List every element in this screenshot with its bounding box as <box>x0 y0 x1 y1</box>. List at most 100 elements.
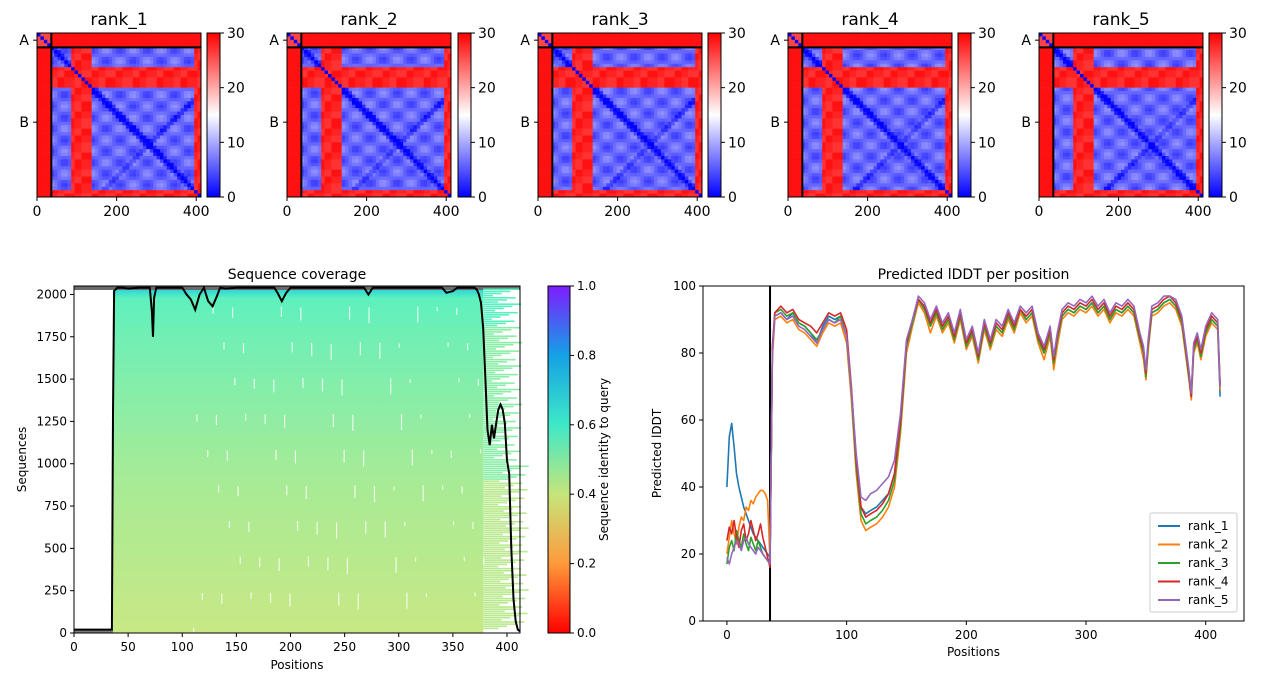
pae-cell <box>91 183 96 188</box>
pae-cell <box>187 125 192 129</box>
pae-cell <box>341 138 346 143</box>
pae-cell <box>183 169 188 174</box>
pae-cell <box>396 115 401 119</box>
pae-cell <box>136 145 140 150</box>
pae-cell <box>67 46 72 51</box>
pae-cell <box>153 159 157 164</box>
pae-cell <box>369 77 373 82</box>
pae-cell <box>84 43 89 47</box>
pae-cell <box>293 162 298 167</box>
pae-cell <box>153 152 157 157</box>
pae-cell <box>389 91 394 95</box>
pae-cell <box>40 190 45 194</box>
pae-cell <box>331 104 336 109</box>
pae-cell <box>437 173 442 177</box>
pae-cell <box>297 142 301 147</box>
pae-cell <box>355 67 360 71</box>
pae-cell <box>304 67 308 71</box>
pae-cell <box>64 77 69 82</box>
pae-cell <box>437 166 442 170</box>
pae-cell <box>375 142 380 147</box>
pae-cell <box>115 43 120 47</box>
pae-cell <box>355 70 360 75</box>
pae-cell <box>389 166 394 170</box>
pae-cell <box>194 104 198 109</box>
pae-cell <box>293 84 298 88</box>
pae-cell <box>396 104 401 109</box>
pae-cell <box>386 43 390 47</box>
pae-cell <box>410 70 414 75</box>
pae-cell <box>413 50 418 54</box>
pae-cell <box>146 84 151 88</box>
pae-cell <box>180 169 185 174</box>
pae-cell <box>348 166 353 170</box>
pae-cell <box>64 80 69 85</box>
pae-cell <box>153 84 157 88</box>
pae-cell <box>430 77 435 82</box>
pae-cell <box>358 46 363 51</box>
pae-cell <box>187 121 192 126</box>
pae-cell <box>43 74 48 78</box>
pae-cell <box>105 121 110 126</box>
pae-cell <box>314 101 319 106</box>
pae-cell <box>197 166 202 170</box>
pae-cell <box>334 104 339 109</box>
pae-cell <box>300 166 305 170</box>
pae-cell <box>173 118 178 123</box>
pae-cell <box>348 152 353 157</box>
pae-cell <box>74 87 79 92</box>
pae-cell <box>173 77 178 82</box>
pae-cell <box>190 70 195 75</box>
pae-cell <box>341 56 346 61</box>
pae-cell <box>105 46 110 51</box>
pae-cell <box>60 80 65 85</box>
pae-cell <box>170 33 174 37</box>
pae-cell <box>122 145 127 150</box>
pae-cell <box>57 193 62 198</box>
pae-cell <box>351 67 356 71</box>
pae-cell <box>108 101 113 106</box>
pae-cell <box>173 63 178 68</box>
pae-cell <box>307 70 312 75</box>
pae-cell <box>119 43 123 47</box>
pae-cell <box>115 193 120 198</box>
pae-cell <box>613 43 617 47</box>
pae-cell <box>290 138 295 143</box>
pae-cell <box>287 111 291 116</box>
pae-cell <box>372 50 377 54</box>
pae-cell <box>358 77 363 82</box>
pae-cell <box>108 125 113 129</box>
pae-cell <box>444 145 448 150</box>
pae-cell <box>293 193 298 198</box>
pae-cell <box>379 74 383 78</box>
pae-cell <box>341 159 346 164</box>
pae-cell <box>71 135 75 140</box>
pae-cell <box>197 115 202 119</box>
pae-cell <box>317 183 322 188</box>
pae-cell <box>91 162 96 167</box>
pae-cell <box>304 104 308 109</box>
pae-cell <box>122 77 127 82</box>
pae-cell <box>108 60 113 65</box>
pae-cell <box>358 173 363 177</box>
pae-cell <box>358 193 363 198</box>
pae-cell <box>173 43 178 47</box>
pae-cell <box>365 159 370 164</box>
pae-cell <box>372 152 377 157</box>
pae-cell <box>139 97 144 102</box>
pae-cell <box>681 36 686 41</box>
pae-cell <box>287 63 291 68</box>
pae-cell <box>67 152 72 157</box>
pae-cell <box>362 67 366 71</box>
pae-cell <box>37 142 41 147</box>
pae-cell <box>678 46 682 51</box>
pae-cell <box>399 39 404 44</box>
pae-cell <box>386 138 390 143</box>
pae-cell <box>392 53 397 58</box>
pae-cell <box>60 121 65 126</box>
pae-cell <box>423 142 428 147</box>
pae-cell <box>382 46 387 51</box>
pae-cell <box>317 149 322 153</box>
pae-cell <box>351 50 356 54</box>
pae-cell <box>386 186 390 191</box>
